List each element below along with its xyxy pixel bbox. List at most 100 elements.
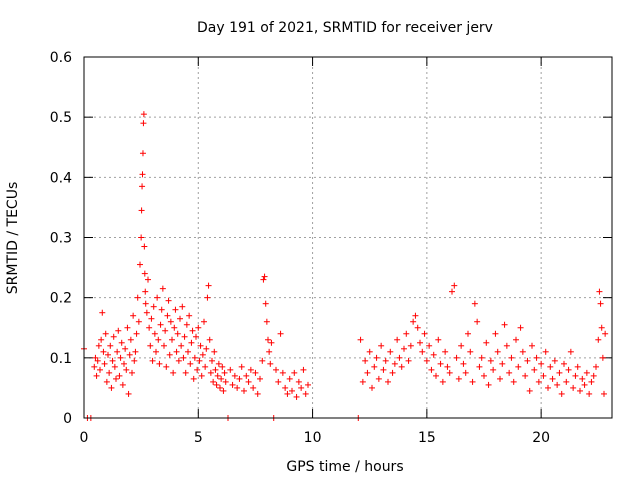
data-point (451, 282, 458, 289)
data-point (185, 348, 191, 355)
data-point (229, 381, 236, 388)
data-point (133, 330, 140, 337)
data-point (122, 345, 129, 352)
data-point (398, 363, 405, 370)
data-point (284, 390, 291, 397)
data-point (396, 354, 403, 361)
data-point (107, 342, 114, 349)
y-axis-label: SRMTID / TECUs (5, 182, 21, 295)
data-point (465, 330, 471, 337)
y-tick-label: 0.4 (50, 170, 72, 186)
x-axis-label: GPS time / hours (286, 459, 403, 475)
data-point (556, 369, 563, 376)
grid-lines (84, 57, 612, 418)
data-point (161, 342, 167, 349)
data-point (391, 360, 398, 367)
data-point (282, 384, 289, 391)
data-point (220, 387, 227, 394)
data-point (178, 342, 185, 349)
data-point (125, 390, 132, 397)
y-tick-label: 0.3 (50, 231, 72, 247)
data-point (105, 351, 111, 358)
data-point (371, 363, 378, 370)
data-point (588, 378, 595, 385)
data-point (162, 327, 169, 334)
data-point (167, 318, 174, 325)
data-point (139, 150, 146, 157)
data-point (234, 384, 241, 391)
data-points (81, 111, 609, 421)
data-point (389, 369, 396, 376)
data-point (215, 360, 222, 367)
data-point (174, 330, 181, 337)
data-point (145, 276, 151, 283)
data-point (118, 339, 125, 346)
data-point (268, 339, 275, 346)
data-point (574, 363, 581, 370)
data-point (100, 348, 107, 355)
data-point (275, 378, 282, 385)
data-point (132, 348, 139, 355)
data-point (300, 366, 307, 373)
data-point (260, 276, 267, 283)
data-point (129, 369, 135, 376)
data-point (140, 111, 147, 118)
data-point (467, 348, 474, 355)
data-point (412, 312, 419, 319)
data-point (519, 348, 526, 355)
data-point (213, 381, 220, 388)
data-point (150, 303, 157, 310)
data-point (155, 336, 162, 343)
data-point (201, 318, 207, 325)
axis-ticks: 0 0.1 0.2 0.3 0.4 0.5 0.6 0 5 10 15 20 (50, 50, 612, 446)
data-point (262, 300, 269, 307)
data-point (446, 369, 453, 376)
data-point (410, 318, 417, 325)
x-tick-label: 10 (304, 430, 322, 446)
data-point (602, 330, 609, 337)
data-point (455, 375, 462, 382)
data-point (581, 381, 588, 388)
data-point (153, 348, 159, 355)
data-point (513, 336, 519, 343)
data-point (380, 366, 387, 373)
x-tick-label: 5 (194, 430, 203, 446)
data-point (437, 360, 444, 367)
data-point (401, 345, 407, 352)
data-point (263, 318, 270, 325)
data-point (139, 183, 146, 190)
data-point (126, 351, 133, 358)
data-point (567, 348, 574, 355)
data-point (503, 342, 510, 349)
data-point (250, 384, 257, 391)
data-point (116, 372, 123, 379)
chart-title: Day 191 of 2021, SRMTID for receiver jer… (197, 20, 493, 36)
data-point (238, 363, 245, 370)
data-point (558, 390, 565, 397)
data-point (506, 369, 513, 376)
data-point (597, 300, 604, 307)
data-point (403, 330, 410, 337)
data-point (204, 294, 211, 301)
data-point (421, 330, 428, 337)
data-point (221, 369, 228, 376)
data-point (169, 336, 175, 343)
data-point (197, 342, 204, 349)
data-point (476, 363, 483, 370)
data-point (245, 378, 252, 385)
data-point (189, 327, 196, 334)
data-point (417, 339, 423, 346)
data-point (165, 297, 172, 304)
data-point (142, 300, 149, 307)
data-point (236, 375, 243, 382)
data-point (561, 360, 567, 367)
data-point (198, 372, 205, 379)
data-point (487, 357, 494, 364)
data-point (387, 348, 394, 355)
data-point (595, 336, 602, 343)
data-point (540, 372, 547, 379)
data-point (177, 315, 183, 322)
data-point (572, 372, 579, 379)
data-point (149, 357, 156, 364)
